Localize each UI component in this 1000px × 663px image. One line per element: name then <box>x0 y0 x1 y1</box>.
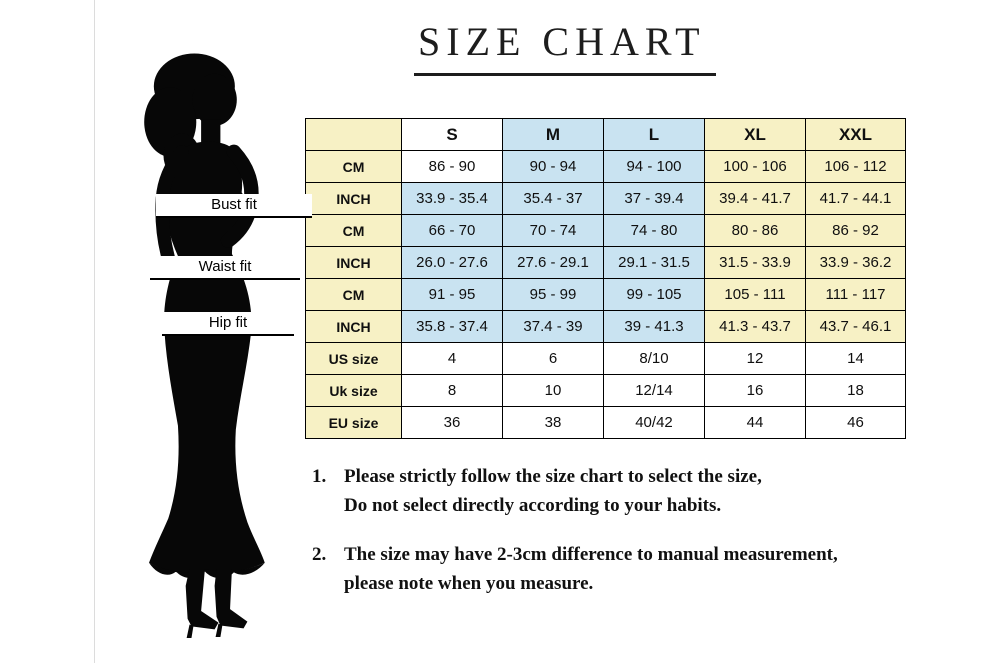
size-value-cell: 99 - 105 <box>603 278 705 311</box>
size-value-cell: 86 - 92 <box>805 214 906 247</box>
column-header: XXL <box>805 118 906 151</box>
size-value-cell: 12/14 <box>603 374 705 407</box>
size-value-cell: 31.5 - 33.9 <box>704 246 806 279</box>
row-label-cell: INCH <box>305 182 402 215</box>
table-row: INCH 33.9 - 35.4 35.4 - 37 37 - 39.4 39.4 - … <box>305 182 906 215</box>
row-label-cell: INCH <box>305 310 402 343</box>
note-1-number: 1. <box>312 466 327 487</box>
size-value-cell: 14 <box>805 342 906 375</box>
note-2-line-1: The size may have 2-3cm difference to ma… <box>344 544 838 565</box>
size-value-cell: 4 <box>401 342 503 375</box>
note-2: 2. The size may have 2-3cm difference to… <box>312 540 982 598</box>
size-value-cell: 6 <box>502 342 604 375</box>
note-2-line-2: please note when you measure. <box>344 573 594 594</box>
table-row: CM 66 - 70 70 - 74 74 - 80 80 - 86 86 - 92 <box>305 214 906 247</box>
size-value-cell: 44 <box>704 406 806 439</box>
row-label-cell: Uk size <box>305 374 402 407</box>
note-1-line-2: Do not select directly according to your… <box>344 495 722 516</box>
waist-fit-label: Waist fit <box>150 256 300 280</box>
size-value-cell: 70 - 74 <box>502 214 604 247</box>
column-header: M <box>502 118 604 151</box>
table-row: CM 86 - 90 90 - 94 94 - 100 100 - 106 106 - 1… <box>305 150 906 183</box>
size-value-cell: 35.4 - 37 <box>502 182 604 215</box>
woman-silhouette <box>90 40 318 638</box>
size-value-cell: 35.8 - 37.4 <box>401 310 503 343</box>
size-value-cell: 33.9 - 35.4 <box>401 182 503 215</box>
size-value-cell: 38 <box>502 406 604 439</box>
table-row: INCH 26.0 - 27.6 27.6 - 29.1 29.1 - 31.5 31.… <box>305 246 906 279</box>
size-value-cell: 40/42 <box>603 406 705 439</box>
size-value-cell: 12 <box>704 342 806 375</box>
title-block: SIZE CHART <box>414 18 716 76</box>
size-value-cell: 39.4 - 41.7 <box>704 182 806 215</box>
note-1-text: Please strictly follow the size chart to… <box>344 462 762 520</box>
size-value-cell: 41.7 - 44.1 <box>805 182 906 215</box>
size-value-cell: 105 - 111 <box>704 278 806 311</box>
size-value-cell: 29.1 - 31.5 <box>603 246 705 279</box>
note-1: 1. Please strictly follow the size chart… <box>312 462 982 520</box>
note-2-text: The size may have 2-3cm difference to ma… <box>344 540 838 598</box>
row-label-cell: EU size <box>305 406 402 439</box>
size-value-cell: 66 - 70 <box>401 214 503 247</box>
table-row: INCH 35.8 - 37.4 37.4 - 39 39 - 41.3 41.3 - … <box>305 310 906 343</box>
column-header: L <box>603 118 705 151</box>
row-label-cell: CM <box>305 214 402 247</box>
bust-fit-label: Bust fit <box>156 194 312 218</box>
size-value-cell: 27.6 - 29.1 <box>502 246 604 279</box>
size-value-cell: 41.3 - 43.7 <box>704 310 806 343</box>
size-value-cell: 8/10 <box>603 342 705 375</box>
note-2-number: 2. <box>312 544 327 565</box>
size-value-cell: 33.9 - 36.2 <box>805 246 906 279</box>
size-value-cell: 111 - 117 <box>805 278 906 311</box>
row-label-cell: US size <box>305 342 402 375</box>
size-value-cell: 90 - 94 <box>502 150 604 183</box>
size-value-cell: 37 - 39.4 <box>603 182 705 215</box>
hip-fit-label: Hip fit <box>162 312 294 336</box>
size-value-cell: 39 - 41.3 <box>603 310 705 343</box>
size-table: S M L XL XXL CM 86 - 90 90 - 94 94 - 100 100 - 1… <box>305 118 906 439</box>
size-value-cell: 86 - 90 <box>401 150 503 183</box>
size-value-cell: 80 - 86 <box>704 214 806 247</box>
size-value-cell: 94 - 100 <box>603 150 705 183</box>
table-row: CM 91 - 95 95 - 99 99 - 105 105 - 111 111 - 1… <box>305 278 906 311</box>
size-value-cell: 36 <box>401 406 503 439</box>
size-value-cell: 8 <box>401 374 503 407</box>
size-table-head-row: S M L XL XXL <box>305 118 906 151</box>
size-value-cell: 100 - 106 <box>704 150 806 183</box>
size-value-cell: 16 <box>704 374 806 407</box>
size-value-cell: 95 - 99 <box>502 278 604 311</box>
row-label-cell: CM <box>305 150 402 183</box>
column-header: XL <box>704 118 806 151</box>
size-value-cell: 37.4 - 39 <box>502 310 604 343</box>
size-value-cell: 26.0 - 27.6 <box>401 246 503 279</box>
row-label-cell: CM <box>305 278 402 311</box>
table-row: Uk size 8 10 12/14 16 18 <box>305 374 906 407</box>
table-row: US size 4 6 8/10 12 14 <box>305 342 906 375</box>
size-value-cell: 106 - 112 <box>805 150 906 183</box>
size-value-cell: 43.7 - 46.1 <box>805 310 906 343</box>
size-value-cell: 18 <box>805 374 906 407</box>
size-value-cell: 46 <box>805 406 906 439</box>
page-title: SIZE CHART <box>414 18 716 76</box>
row-label-cell: INCH <box>305 246 402 279</box>
size-value-cell: 74 - 80 <box>603 214 705 247</box>
size-value-cell: 91 - 95 <box>401 278 503 311</box>
size-value-cell: 10 <box>502 374 604 407</box>
column-header: S <box>401 118 503 151</box>
woman-silhouette-svg <box>144 53 265 638</box>
size-table-body: CM 86 - 90 90 - 94 94 - 100 100 - 106 106 - 1… <box>305 150 906 439</box>
table-row: EU size 36 38 40/42 44 46 <box>305 406 906 439</box>
corner-cell <box>305 118 402 151</box>
left-border-line <box>94 0 95 663</box>
note-1-line-1: Please strictly follow the size chart to… <box>344 466 762 487</box>
